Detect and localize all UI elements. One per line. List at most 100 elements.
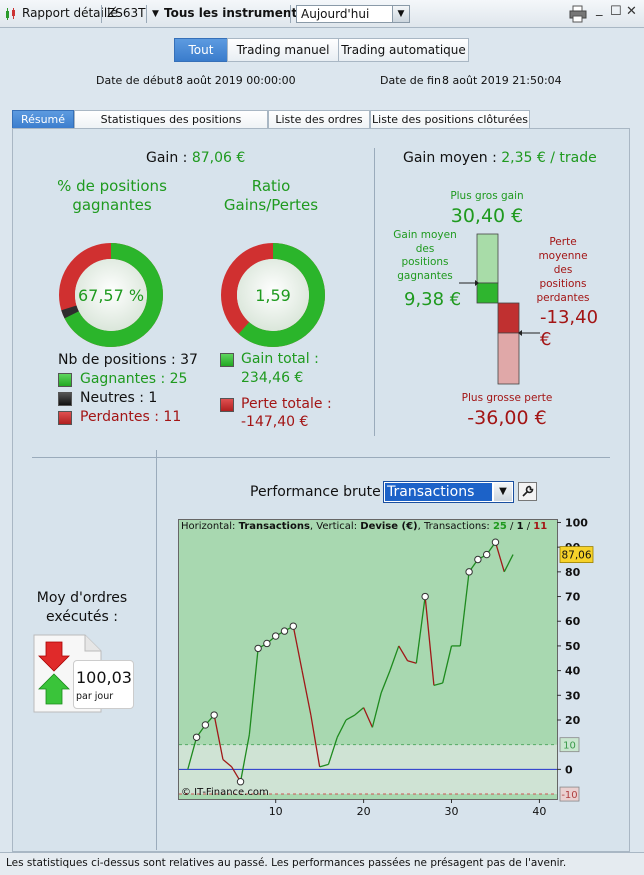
positions-count: Nb de positions : 37 (58, 352, 198, 368)
avg-gain-value: 2,35 € / trade (501, 150, 597, 166)
x-tick-label: 20 (357, 805, 371, 818)
orders-value: 100,03 (76, 668, 132, 687)
donut-center (237, 259, 309, 331)
line-segment (433, 682, 443, 687)
line-segment (407, 660, 417, 664)
line-segment (292, 626, 303, 671)
instruments-selector[interactable]: Tous les instruments (164, 6, 305, 20)
win-percent-title: % de positions gagnantes (57, 177, 167, 214)
end-date-label: Date de fin : (380, 74, 449, 87)
neutral-swatch (58, 392, 72, 406)
y-tick-label: 0 (565, 763, 573, 776)
data-point (280, 627, 289, 635)
legend-v-value: Devise (€) (360, 521, 418, 532)
minimize-icon[interactable]: _ (596, 2, 603, 17)
gain-summary: Gain : 87,06 € (146, 150, 245, 166)
legend-win: 25 (492, 521, 507, 532)
line-segment (327, 737, 338, 765)
avg-loss-arrowhead (518, 330, 522, 336)
tab-summary[interactable]: Résumé (12, 110, 74, 129)
filter-auto-button[interactable]: Trading automatique (338, 38, 469, 62)
tab-closed-positions[interactable]: Liste des positions clôturées (370, 110, 530, 129)
maximize-icon[interactable]: ☐ (610, 4, 622, 19)
y-tick-label: 20 (565, 714, 581, 727)
biggest-loss-bar (497, 332, 520, 385)
line-segment (424, 596, 435, 686)
report-title[interactable]: Rapport détaillé (22, 6, 118, 20)
perf-selector[interactable]: Transactions ▼ (383, 481, 514, 503)
data-point (192, 733, 201, 741)
line-segment (389, 645, 400, 671)
avg-gain-summary: Gain moyen : 2,35 € / trade (403, 150, 597, 166)
orders-value-box: 100,03 par jour (73, 660, 134, 709)
y-tick-label: 100 (565, 516, 588, 529)
biggest-gain-value: 30,40 € (450, 205, 524, 227)
donut-neutral-arc (59, 242, 163, 347)
losers-count: Perdantes : 11 (80, 409, 182, 425)
legend-neutral: 1 (516, 521, 524, 532)
donut-gain-arc (221, 243, 325, 347)
close-icon[interactable]: ✕ (626, 4, 637, 19)
start-date-label: Date de début : (96, 74, 183, 87)
x-tick-label: 40 (532, 805, 546, 818)
gain-value: 87,06 € (191, 150, 246, 166)
x-tick-label: 30 (445, 805, 459, 818)
data-point (465, 568, 473, 576)
avg-loss-bar (497, 302, 520, 334)
status-bar: Les statistiques ci-dessus sont relative… (0, 852, 644, 875)
legend-sep: / (523, 521, 534, 532)
chevron-down-icon[interactable]: ▼ (392, 6, 409, 22)
instruments-dropdown-icon[interactable]: ▼ (152, 9, 159, 19)
legend-loss: 11 (533, 521, 548, 532)
y-tick-label: 70 (565, 591, 581, 604)
losers-swatch (58, 411, 72, 425)
donut-win-arc (59, 243, 163, 347)
last-value-bg (559, 546, 594, 563)
y-tick-label: 50 (565, 640, 581, 653)
legend-v-label: , Vertical: (309, 521, 361, 532)
line-segment (301, 670, 312, 716)
start-date-value: 8 août 2019 00:00:00 (176, 74, 296, 87)
lower-band-label-bg (559, 786, 580, 802)
line-segment (345, 714, 356, 721)
gain-loss-bars (459, 233, 540, 385)
account-label[interactable]: ZS63T (107, 6, 146, 20)
chevron-down-icon[interactable]: ▼ (494, 483, 512, 501)
vertical-divider-bottom (156, 450, 157, 850)
data-point (236, 778, 245, 786)
gain-total-value: 234,46 € (241, 370, 304, 386)
data-point (210, 711, 218, 719)
gain-total-swatch (220, 353, 234, 367)
loss-total-value: -147,40 € (241, 414, 309, 430)
chart-copyright: © IT-Finance.com (181, 787, 269, 798)
line-segment (187, 737, 198, 770)
upper-band-label-bg (559, 737, 580, 753)
wrench-icon[interactable] (518, 482, 537, 501)
data-point (421, 592, 429, 601)
neutral-count: Neutres : 1 (80, 390, 158, 406)
period-select[interactable]: Aujourd'hui ▼ (296, 5, 410, 23)
data-point (289, 622, 297, 630)
line-segment (380, 670, 391, 694)
avg-win-label: Gain moyen des positions gagnantes (393, 229, 457, 282)
avg-win-arrowhead (475, 280, 479, 286)
vertical-divider (374, 148, 375, 436)
legend-sep: / (506, 521, 517, 532)
biggest-gain-label: Plus gros gain (450, 190, 524, 202)
y-tick-label: 30 (565, 689, 581, 702)
print-icon[interactable] (569, 5, 587, 23)
lower-band-label: -10 (561, 790, 577, 801)
data-point (482, 550, 491, 559)
winners-swatch (58, 373, 72, 387)
avg-win-value: 9,38 € (404, 289, 462, 310)
filter-manual-button[interactable]: Trading manuel (227, 38, 339, 62)
line-segment (459, 571, 470, 646)
filter-all-button[interactable]: Tout (174, 38, 228, 62)
tab-closed-position-stats[interactable]: Statistiques des positions clôturées (74, 110, 268, 144)
gain-label: Gain : (146, 150, 188, 166)
ratio-donut: 1,59 (221, 243, 325, 347)
x-tick-label: 10 (269, 805, 283, 818)
upper-band-label: 10 (563, 741, 576, 752)
tab-order-list[interactable]: Liste des ordres (268, 110, 370, 129)
loss-total-swatch (220, 398, 234, 412)
